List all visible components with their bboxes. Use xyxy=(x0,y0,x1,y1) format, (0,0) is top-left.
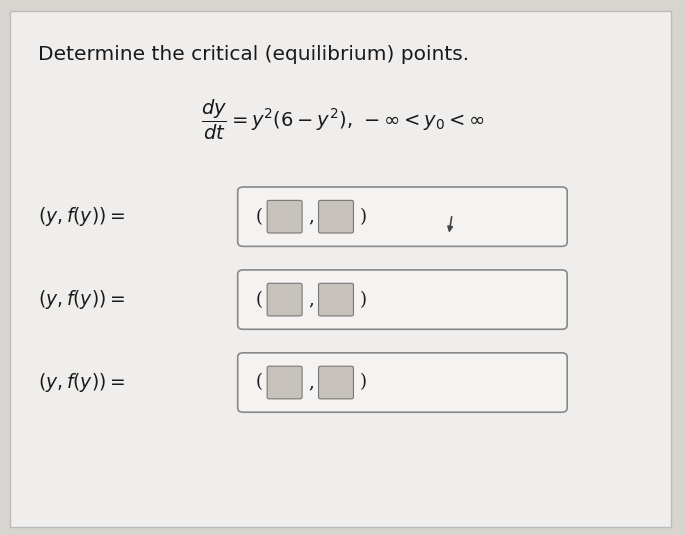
FancyBboxPatch shape xyxy=(267,284,302,316)
Text: (: ( xyxy=(256,208,262,226)
FancyBboxPatch shape xyxy=(238,187,567,247)
FancyBboxPatch shape xyxy=(319,201,353,233)
Text: ,: , xyxy=(308,208,314,226)
Text: Determine the critical (equilibrium) points.: Determine the critical (equilibrium) poi… xyxy=(38,45,469,65)
Text: $(y, f(y)) =$: $(y, f(y)) =$ xyxy=(38,288,125,311)
Text: ): ) xyxy=(360,208,366,226)
Text: (: ( xyxy=(256,291,262,309)
Text: (: ( xyxy=(256,373,262,392)
Text: $(y, f(y)) =$: $(y, f(y)) =$ xyxy=(38,205,125,228)
FancyBboxPatch shape xyxy=(238,270,567,330)
Text: ): ) xyxy=(360,373,366,392)
FancyBboxPatch shape xyxy=(319,366,353,399)
FancyBboxPatch shape xyxy=(267,366,302,399)
FancyBboxPatch shape xyxy=(238,353,567,412)
Text: ,: , xyxy=(308,291,314,309)
Text: ,: , xyxy=(308,373,314,392)
Text: ): ) xyxy=(360,291,366,309)
Text: $\dfrac{dy}{dt} = y^{2}(6 - y^{2}),\,-\infty < y_0 < \infty$: $\dfrac{dy}{dt} = y^{2}(6 - y^{2}),\,-\i… xyxy=(201,98,484,142)
FancyBboxPatch shape xyxy=(267,201,302,233)
FancyBboxPatch shape xyxy=(10,11,671,527)
Text: $(y, f(y)) =$: $(y, f(y)) =$ xyxy=(38,371,125,394)
FancyBboxPatch shape xyxy=(319,284,353,316)
